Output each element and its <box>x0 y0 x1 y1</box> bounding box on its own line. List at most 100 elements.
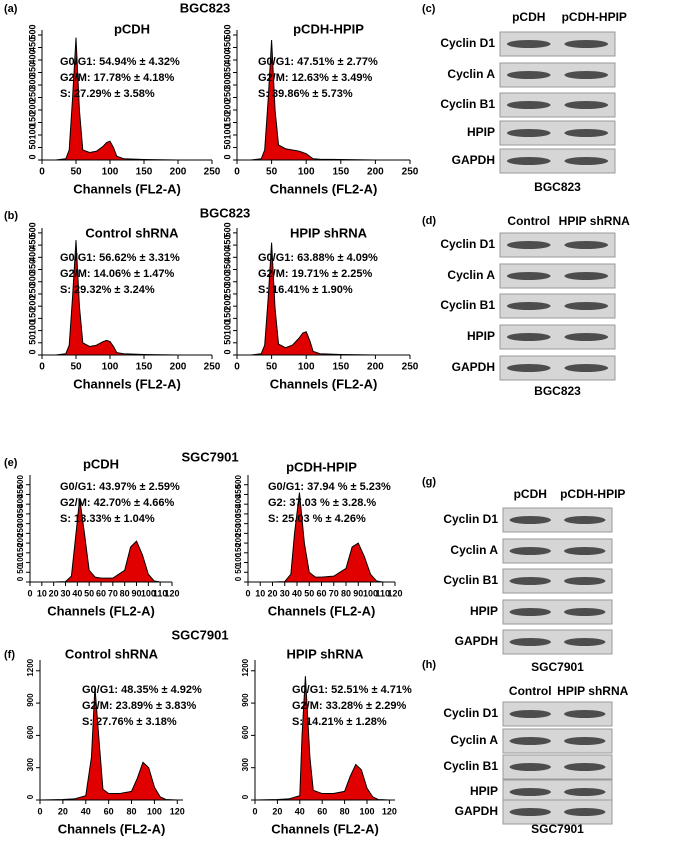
x-tick-label: 40 <box>72 588 82 598</box>
y-tick-label: 400 <box>16 494 25 508</box>
x-tick-label: 120 <box>382 806 397 816</box>
y-tick-label: 100 <box>222 124 232 139</box>
y-tick-label: 250 <box>27 87 37 102</box>
lane-label: pCDH <box>514 487 547 501</box>
x-tick-label: 60 <box>316 588 326 598</box>
band <box>564 157 609 165</box>
histogram-area <box>248 492 395 583</box>
y-tick-label: 200 <box>27 296 37 311</box>
x-tick-label: 100 <box>298 167 315 178</box>
panel-label: (h) <box>422 659 436 671</box>
y-tick-label: 0 <box>234 576 243 581</box>
stat-annotation: G0/G1: 47.51% ± 2.77% <box>258 56 378 68</box>
y-tick-label: 300 <box>27 74 37 89</box>
band <box>509 788 551 796</box>
x-tick-label: 80 <box>120 588 130 598</box>
panel-label: (c) <box>422 3 436 15</box>
band <box>509 638 551 646</box>
x-tick-label: 0 <box>234 362 240 373</box>
row-label: HPIP <box>470 604 498 618</box>
stat-annotation: G2/M: 19.71% ± 2.25% <box>258 268 372 280</box>
stat-annotation: G2/M: 42.70% ± 4.66% <box>60 497 174 509</box>
cell-line-label: SGC7901 <box>531 660 584 674</box>
row-label: Cyclin D1 <box>443 706 498 720</box>
cell-line-label: SGC7901 <box>531 822 584 836</box>
x-tick-label: 100 <box>359 806 374 816</box>
band <box>564 710 606 718</box>
cell-line-label: BGC823 <box>534 180 581 194</box>
band <box>509 710 551 718</box>
y-tick-label: 400 <box>222 49 232 64</box>
row-label: Cyclin D1 <box>440 237 495 251</box>
row-label: GAPDH <box>452 360 495 374</box>
band <box>564 272 609 280</box>
x-tick-label: 200 <box>170 362 187 373</box>
y-tick-label: 900 <box>26 693 35 707</box>
row-label: Cyclin B1 <box>443 759 498 773</box>
chart-title: pCDH <box>114 21 150 36</box>
stat-annotation: G2/M: 23.89% ± 3.83% <box>82 700 196 712</box>
band <box>509 547 551 555</box>
stat-annotation: G2/M: 33.28% ± 2.29% <box>292 700 406 712</box>
y-tick-label: 500 <box>222 24 232 39</box>
y-tick-label: 350 <box>27 259 37 274</box>
y-tick-label: 400 <box>27 247 37 262</box>
x-tick-label: 20 <box>58 806 68 816</box>
row-label: Cyclin A <box>447 67 495 81</box>
y-tick-label: 150 <box>27 308 37 323</box>
x-tick-label: 150 <box>136 362 153 373</box>
x-tick-label: 0 <box>39 362 45 373</box>
x-tick-label: 60 <box>317 806 327 816</box>
row-label: Cyclin A <box>450 543 498 557</box>
stat-annotation: S: 39.86% ± 5.73% <box>258 88 353 100</box>
y-tick-label: 300 <box>222 74 232 89</box>
histogram-area <box>30 498 172 583</box>
x-tick-label: 20 <box>272 806 282 816</box>
y-tick-label: 350 <box>222 62 232 77</box>
y-tick-label: 0 <box>26 794 35 799</box>
band <box>564 577 606 585</box>
x-axis-label: Channels (FL2-A) <box>58 821 166 836</box>
cell-line-title: SGC7901 <box>181 449 238 464</box>
y-tick-label: 50 <box>27 139 37 149</box>
band <box>506 272 551 280</box>
x-tick-label: 10 <box>37 588 47 598</box>
y-tick-label: 0 <box>241 794 250 799</box>
band <box>564 638 606 646</box>
chart-title: pCDH-HPIP <box>286 459 357 474</box>
x-tick-label: 120 <box>164 588 179 598</box>
stat-annotation: G0/G1: 56.62% ± 3.31% <box>60 252 180 264</box>
band <box>506 302 551 310</box>
x-axis-label: Channels (FL2-A) <box>268 603 376 618</box>
y-tick-label: 500 <box>234 475 243 489</box>
x-tick-label: 80 <box>341 588 351 598</box>
y-tick-label: 150 <box>16 543 25 557</box>
stat-annotation: G0/G1: 63.88% ± 4.09% <box>258 252 378 264</box>
histogram-area <box>42 37 212 161</box>
x-axis-label: Channels (FL2-A) <box>271 821 379 836</box>
panel-label: (d) <box>422 215 436 227</box>
x-tick-label: 110 <box>153 588 168 598</box>
x-tick-label: 60 <box>104 806 114 816</box>
x-tick-label: 30 <box>280 588 290 598</box>
row-label: Cyclin A <box>450 733 498 747</box>
chart-title: pCDH <box>83 456 119 471</box>
y-tick-label: 450 <box>222 235 232 250</box>
y-tick-label: 500 <box>16 475 25 489</box>
x-tick-label: 30 <box>60 588 70 598</box>
x-tick-label: 50 <box>84 588 94 598</box>
band <box>509 516 551 524</box>
stat-annotation: G0/G1: 52.51% ± 4.71% <box>292 684 412 696</box>
stat-annotation: S: 16.41% ± 1.90% <box>258 284 353 296</box>
stat-annotation: G0/G1: 43.97% ± 2.59% <box>60 481 180 493</box>
cell-line-title: BGC823 <box>180 0 231 15</box>
stat-annotation: G0/G1: 37.94 % ± 5.23% <box>268 481 391 493</box>
lane-label: Control <box>509 684 552 698</box>
row-label: Cyclin A <box>447 268 495 282</box>
y-tick-label: 450 <box>16 484 25 498</box>
y-tick-label: 250 <box>27 283 37 298</box>
stat-annotation: G2/M: 12.63% ± 3.49% <box>258 72 372 84</box>
panel-label: (e) <box>4 457 18 469</box>
band <box>506 241 551 249</box>
